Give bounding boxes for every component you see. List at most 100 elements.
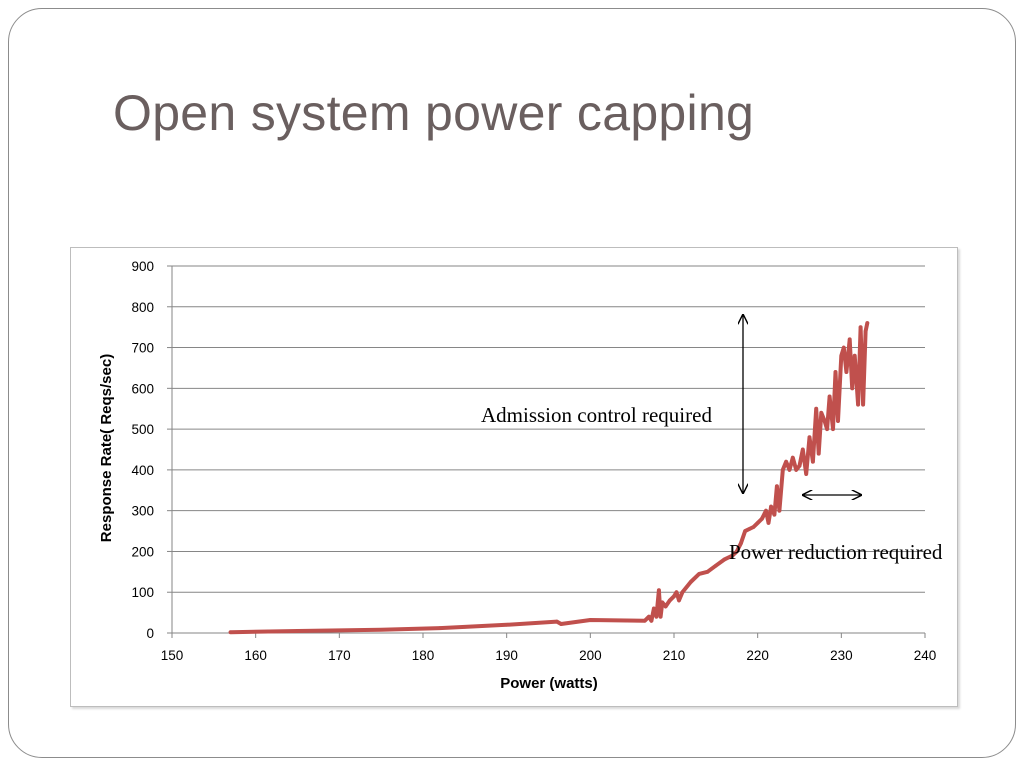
y-tick-label: 0 bbox=[146, 626, 154, 641]
data-point bbox=[784, 459, 788, 464]
data-point bbox=[647, 614, 651, 619]
data-point bbox=[819, 411, 824, 415]
x-tick-label: 190 bbox=[495, 648, 518, 663]
data-point bbox=[804, 472, 808, 476]
data-point bbox=[672, 594, 676, 599]
y-tick-label: 200 bbox=[131, 544, 154, 559]
data-point bbox=[831, 427, 835, 431]
data-point bbox=[660, 600, 665, 605]
data-point bbox=[858, 325, 863, 329]
x-tick-label: 160 bbox=[244, 648, 267, 663]
annotation-admission-control: Admission control required bbox=[481, 403, 712, 427]
data-point bbox=[847, 337, 852, 342]
data-point bbox=[657, 588, 661, 592]
x-tick-label: 180 bbox=[412, 648, 435, 663]
series-line bbox=[228, 321, 870, 635]
data-point bbox=[791, 455, 795, 460]
x-axis-title: Power (watts) bbox=[500, 675, 598, 692]
y-tick-label: 500 bbox=[131, 422, 154, 437]
x-tick-label: 200 bbox=[579, 648, 602, 663]
data-point bbox=[730, 553, 735, 558]
x-tick-label: 170 bbox=[328, 648, 351, 663]
data-point bbox=[801, 447, 805, 452]
data-point bbox=[705, 570, 710, 574]
data-point bbox=[588, 618, 593, 622]
data-point bbox=[816, 451, 821, 456]
data-point bbox=[734, 549, 739, 554]
data-point bbox=[668, 598, 672, 603]
annotation-power-reduction: Power reduction required bbox=[729, 540, 943, 564]
line-chart: 0 100 200 300 400 500 600 700 800 900 150 160 170 180… bbox=[98, 259, 943, 692]
x-tick-label: 210 bbox=[663, 648, 686, 663]
data-point bbox=[842, 345, 846, 350]
y-tick-label: 900 bbox=[131, 259, 154, 274]
data-point bbox=[652, 606, 656, 611]
data-point bbox=[677, 598, 681, 603]
data-point bbox=[844, 370, 849, 374]
data-point bbox=[825, 427, 829, 431]
data-point bbox=[559, 622, 563, 626]
data-point bbox=[772, 512, 777, 517]
y-tick-label: 600 bbox=[131, 381, 154, 396]
data-point bbox=[654, 614, 659, 619]
data-point bbox=[865, 321, 870, 325]
data-point bbox=[295, 629, 300, 633]
data-point bbox=[722, 557, 726, 562]
data-point bbox=[642, 618, 647, 623]
data-point bbox=[766, 521, 771, 525]
data-point bbox=[764, 508, 768, 513]
data-point bbox=[787, 468, 792, 472]
grid-lines bbox=[172, 265, 925, 593]
data-point bbox=[836, 419, 840, 423]
y-tick-label: 100 bbox=[131, 585, 154, 600]
data-point bbox=[856, 402, 860, 407]
data-point bbox=[747, 527, 752, 531]
data-point bbox=[861, 402, 865, 407]
series-layer bbox=[228, 321, 870, 635]
x-tick-label: 150 bbox=[161, 648, 184, 663]
chart-container: 0 100 200 300 400 500 600 700 800 900 150 160 170 180… bbox=[70, 247, 958, 707]
annotations-layer: Admission control required Power reductio… bbox=[481, 315, 943, 564]
data-point bbox=[863, 329, 868, 334]
data-point bbox=[555, 619, 559, 624]
data-point bbox=[839, 353, 844, 358]
data-point bbox=[688, 580, 693, 584]
data-point bbox=[852, 353, 857, 358]
data-point bbox=[663, 604, 668, 609]
y-tick-label: 700 bbox=[131, 341, 154, 356]
data-point bbox=[228, 630, 233, 634]
data-point bbox=[775, 484, 779, 488]
x-tick-label: 220 bbox=[746, 648, 769, 663]
slide-title: Open system power capping bbox=[113, 85, 755, 141]
data-point bbox=[379, 627, 383, 632]
data-point bbox=[807, 435, 812, 440]
data-point bbox=[833, 370, 838, 374]
data-point bbox=[437, 626, 442, 630]
data-point bbox=[827, 394, 832, 399]
data-point bbox=[780, 468, 785, 472]
data-point bbox=[814, 406, 819, 411]
data-point bbox=[769, 504, 773, 509]
data-point bbox=[751, 525, 756, 529]
y-tick-label: 400 bbox=[131, 463, 154, 478]
data-point bbox=[797, 464, 802, 468]
data-point bbox=[680, 590, 685, 595]
data-point bbox=[697, 572, 701, 576]
data-point bbox=[743, 529, 747, 533]
data-point bbox=[760, 517, 764, 521]
data-point bbox=[739, 541, 743, 546]
y-tick-label: 300 bbox=[131, 504, 154, 519]
data-point bbox=[504, 623, 509, 627]
data-point bbox=[777, 508, 782, 513]
data-point bbox=[649, 618, 654, 623]
data-point bbox=[714, 563, 718, 568]
x-tick-label: 230 bbox=[830, 648, 853, 663]
y-tick-label: 800 bbox=[131, 300, 154, 315]
data-point bbox=[822, 419, 827, 423]
y-axis-title: Response Rate( Reqs/sec) bbox=[98, 354, 115, 542]
data-point bbox=[674, 590, 679, 595]
data-point bbox=[811, 459, 815, 464]
axes: 0 100 200 300 400 500 600 700 800 900 150 160 170 180… bbox=[131, 259, 936, 663]
data-point bbox=[658, 614, 663, 619]
x-tick-label: 240 bbox=[914, 648, 937, 663]
